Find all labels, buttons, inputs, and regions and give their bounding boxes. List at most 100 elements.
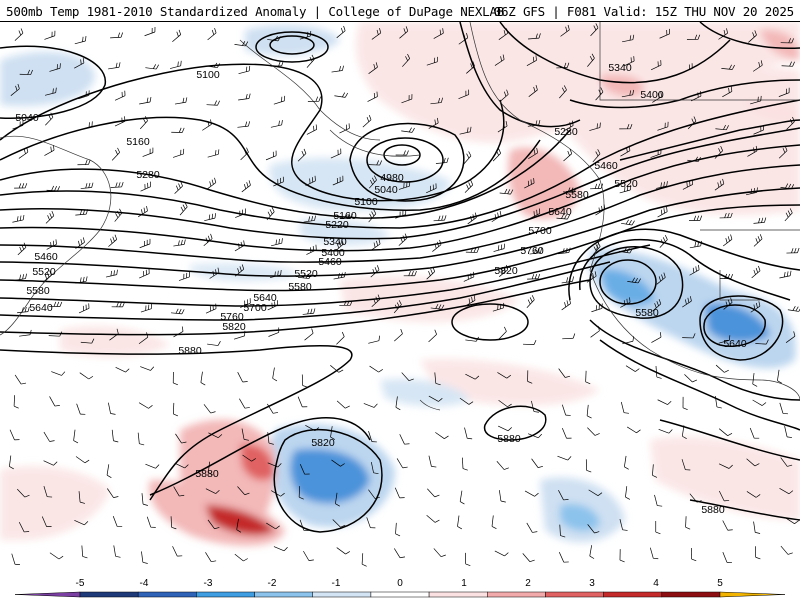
wind-barb bbox=[715, 124, 729, 131]
contour-label: 5880 bbox=[701, 504, 725, 516]
wind-barb bbox=[234, 240, 245, 252]
contour-label: 5340 bbox=[608, 62, 632, 74]
wind-barb bbox=[781, 61, 795, 67]
wind-barb bbox=[14, 273, 27, 281]
wind-barb bbox=[527, 370, 533, 384]
wind-barb bbox=[778, 87, 790, 97]
wind-barb bbox=[428, 395, 443, 402]
contour-label: 5880 bbox=[497, 433, 521, 445]
colorbar-segment bbox=[79, 591, 139, 598]
wind-barb bbox=[466, 61, 475, 74]
wind-barb bbox=[240, 298, 251, 308]
wind-barb bbox=[267, 462, 282, 468]
wind-barb bbox=[526, 522, 538, 533]
wind-barb bbox=[368, 335, 380, 344]
wind-barb bbox=[108, 234, 118, 247]
wind-barb bbox=[332, 175, 344, 186]
wind-barb bbox=[173, 326, 184, 338]
wind-barb bbox=[433, 28, 444, 39]
wind-barb bbox=[49, 63, 61, 72]
wind-barb bbox=[242, 454, 256, 462]
wind-barb bbox=[106, 464, 112, 479]
wind-barb bbox=[657, 206, 668, 218]
wind-barb bbox=[588, 489, 603, 496]
wind-barb bbox=[682, 296, 692, 308]
colorbar-segment bbox=[312, 591, 372, 598]
title-bar: 500mb Temp 1981-2010 Standardized Anomal… bbox=[0, 0, 800, 22]
wind-barb bbox=[336, 547, 351, 555]
wind-barb bbox=[531, 458, 543, 468]
wind-barb bbox=[17, 242, 27, 256]
wind-barb bbox=[528, 85, 538, 97]
wind-barb bbox=[499, 490, 506, 503]
wind-barb bbox=[527, 119, 541, 127]
wind-barb bbox=[719, 212, 733, 219]
contour-label: 5460 bbox=[34, 251, 58, 263]
contour-label: 5160 bbox=[126, 136, 150, 148]
wind-barb bbox=[714, 396, 722, 409]
wind-barb bbox=[305, 175, 316, 186]
wind-barb bbox=[49, 552, 64, 560]
wind-barb bbox=[202, 119, 212, 131]
wind-barb bbox=[499, 89, 509, 102]
wind-barb bbox=[172, 402, 179, 417]
wind-barb bbox=[750, 95, 762, 105]
wind-barb bbox=[650, 148, 662, 158]
wind-barb bbox=[203, 233, 213, 246]
wind-barb bbox=[746, 458, 760, 467]
wind-barb bbox=[398, 233, 408, 246]
wind-barb bbox=[755, 339, 769, 345]
wind-barb bbox=[339, 123, 350, 134]
wind-barb bbox=[498, 399, 512, 408]
wind-barb bbox=[556, 213, 571, 220]
colorbar-tick-label: -3 bbox=[204, 578, 213, 589]
contour-label: 5580 bbox=[288, 281, 312, 293]
wind-barb bbox=[465, 295, 476, 307]
wind-barb bbox=[426, 183, 437, 194]
wind-barb bbox=[652, 91, 663, 103]
wind-barb bbox=[273, 176, 284, 187]
wind-barb bbox=[529, 247, 543, 255]
wind-barb bbox=[620, 401, 629, 414]
wind-barb bbox=[655, 366, 662, 379]
contour-label: 5820 bbox=[222, 321, 246, 333]
wind-barb bbox=[652, 464, 658, 478]
wind-barb bbox=[686, 34, 701, 40]
wind-barb bbox=[395, 522, 401, 537]
wind-barb bbox=[465, 373, 480, 380]
wind-barb bbox=[297, 148, 307, 162]
wind-barb bbox=[752, 60, 763, 72]
wind-barb bbox=[592, 149, 601, 163]
wind-barb bbox=[491, 515, 497, 530]
colorbar-tick-label: 5 bbox=[717, 578, 723, 589]
colorbar-segment bbox=[487, 591, 546, 598]
wind-barb bbox=[238, 65, 251, 75]
wind-barb bbox=[435, 432, 449, 439]
wind-barb bbox=[691, 548, 697, 562]
wind-barb bbox=[368, 431, 377, 443]
wind-barb bbox=[138, 332, 149, 345]
wind-barb bbox=[465, 247, 480, 253]
contour-label: 5280 bbox=[554, 126, 578, 138]
wind-barb bbox=[206, 62, 221, 69]
wind-barb bbox=[785, 331, 796, 343]
wind-barb bbox=[558, 552, 569, 563]
wind-barb bbox=[659, 28, 670, 39]
wind-barb bbox=[241, 180, 251, 193]
wind-barb bbox=[622, 34, 635, 43]
wind-barb bbox=[587, 427, 600, 436]
wind-barb bbox=[368, 489, 380, 499]
wind-barb bbox=[396, 458, 408, 469]
wind-barb bbox=[73, 429, 79, 444]
wind-barb bbox=[786, 247, 800, 254]
wind-barb bbox=[718, 428, 733, 437]
wind-barb bbox=[401, 372, 414, 382]
wind-barb bbox=[171, 127, 185, 133]
wind-barb bbox=[395, 209, 407, 219]
wind-barb bbox=[267, 300, 279, 311]
wind-barb bbox=[304, 328, 314, 341]
wind-barb bbox=[112, 516, 123, 527]
wind-barb bbox=[370, 239, 381, 251]
contour-label: 5760 bbox=[520, 245, 544, 257]
